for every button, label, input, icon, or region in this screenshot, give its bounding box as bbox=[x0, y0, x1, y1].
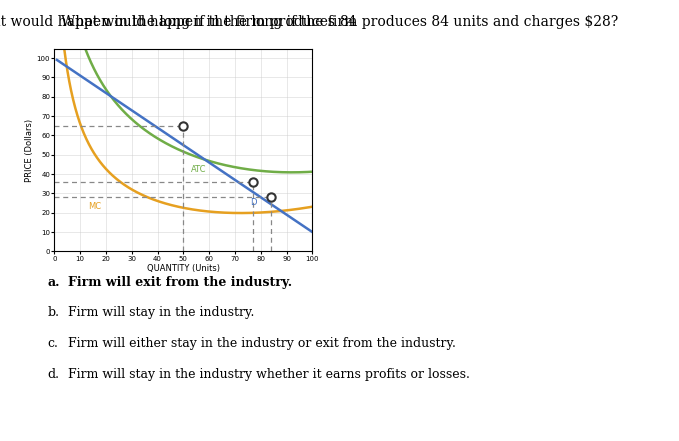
Text: Firm will exit from the industry.: Firm will exit from the industry. bbox=[68, 276, 292, 288]
Text: D: D bbox=[251, 198, 257, 207]
Text: Firm will either stay in the industry or exit from the industry.: Firm will either stay in the industry or… bbox=[68, 337, 456, 350]
Text: ATC: ATC bbox=[191, 165, 206, 174]
Text: What would happen in the long if the firm produces: What would happen in the long if the fir… bbox=[0, 15, 340, 30]
Text: Firm will stay in the industry.: Firm will stay in the industry. bbox=[68, 306, 254, 319]
Text: a.: a. bbox=[48, 276, 60, 288]
Text: MC: MC bbox=[88, 202, 101, 211]
X-axis label: QUANTITY (Units): QUANTITY (Units) bbox=[147, 264, 220, 273]
Y-axis label: PRICE (Dollars): PRICE (Dollars) bbox=[25, 118, 34, 182]
Text: d.: d. bbox=[48, 368, 60, 381]
Text: c.: c. bbox=[48, 337, 58, 350]
Text: What would happen in the long if the firm produces 84 units and charges $28?: What would happen in the long if the fir… bbox=[61, 15, 618, 29]
Text: 84: 84 bbox=[340, 15, 357, 30]
Text: Firm will stay in the industry whether it earns profits or losses.: Firm will stay in the industry whether i… bbox=[68, 368, 470, 381]
Text: b.: b. bbox=[48, 306, 60, 319]
